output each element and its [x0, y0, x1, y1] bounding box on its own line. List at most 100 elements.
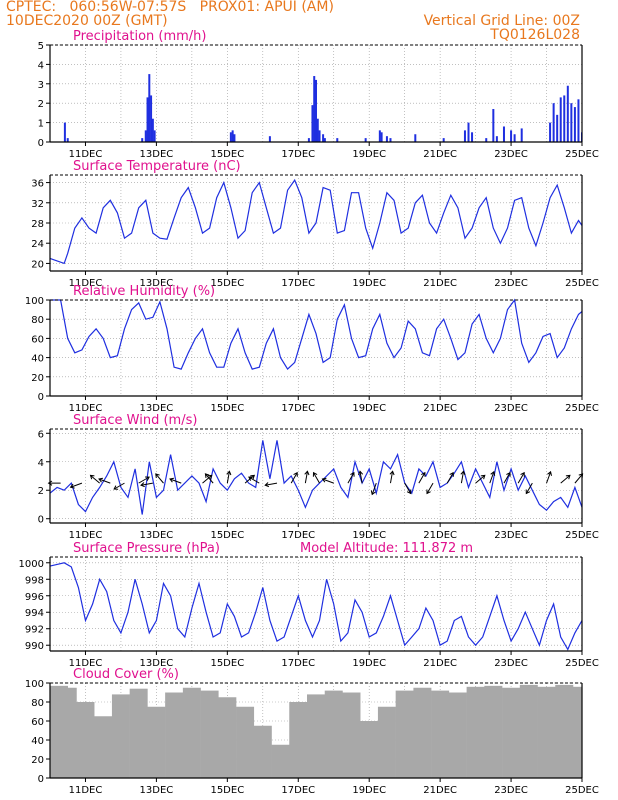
- precip-bar: [389, 138, 392, 142]
- wind-ytick-label: 6: [38, 429, 44, 440]
- pressure-ytick-label: 1000: [19, 559, 44, 570]
- wind-arrow-head: [370, 490, 376, 496]
- temp-xtick-label: 23DEC: [494, 278, 528, 289]
- wind-arrow: [321, 477, 334, 484]
- wind-arrow-shaft: [503, 472, 511, 484]
- wind-arrow: [358, 470, 364, 484]
- cloud-bar: [182, 687, 201, 778]
- wind-arrow-head: [207, 474, 213, 480]
- wind-arrow: [202, 474, 213, 484]
- cloud-bar: [448, 692, 467, 778]
- wind-arrow: [140, 482, 153, 488]
- cloud-bar: [218, 697, 237, 778]
- wind-arrow-head: [204, 473, 210, 478]
- cloud-xtick-label: 15DEC: [210, 785, 244, 796]
- humidity-xtick-label: 17DEC: [281, 403, 315, 414]
- wind-ytick-label: 2: [38, 486, 44, 497]
- precip-bar: [141, 138, 144, 142]
- wind-arrow-head: [520, 471, 525, 477]
- wind-arrow-shaft: [113, 482, 125, 490]
- cloud-ytick-label: 80: [31, 698, 44, 709]
- wind-arrow-shaft: [202, 475, 213, 484]
- wind-arrow: [312, 471, 320, 484]
- wind-xtick-label: 19DEC: [352, 530, 386, 541]
- temp-xtick-label: 13DEC: [140, 278, 174, 289]
- precip-bar: [471, 132, 474, 142]
- humidity-ytick-label: 80: [31, 315, 44, 326]
- temp-ytick-label: 24: [31, 239, 44, 250]
- precip-bar: [549, 122, 552, 142]
- precip-bar: [307, 138, 310, 142]
- precip-bar: [442, 138, 445, 142]
- temp-title: Surface Temperature (nC): [73, 159, 241, 174]
- cloud-bar: [147, 706, 166, 778]
- cloud-bar: [502, 687, 521, 778]
- precip-bar: [153, 130, 156, 142]
- precip-bar: [492, 109, 495, 142]
- temp-xtick-label: 21DEC: [423, 278, 457, 289]
- cloud-bar: [413, 687, 432, 778]
- wind-arrow-shaft: [138, 476, 150, 484]
- pressure-ytick-label: 998: [25, 575, 44, 586]
- wind-arrow-shaft: [460, 471, 464, 484]
- cloud-ytick-label: 20: [31, 755, 44, 766]
- precip-bar: [316, 118, 319, 142]
- wind-arrow-shaft: [248, 476, 260, 484]
- pressure-xtick-label: 25DEC: [565, 658, 599, 669]
- wind-arrow-head: [490, 470, 496, 476]
- precip-bar: [510, 130, 513, 142]
- wind-arrow: [489, 470, 496, 484]
- precip-bar: [268, 136, 271, 142]
- wind-arrow-head: [460, 470, 466, 476]
- wind-arrow: [113, 482, 125, 490]
- wind-arrow-shaft: [169, 478, 182, 484]
- temp-xtick-label: 15DEC: [210, 278, 244, 289]
- precip-bar: [559, 97, 562, 142]
- humidity-ytick-label: 0: [38, 392, 44, 403]
- wind-arrow-head: [140, 482, 145, 488]
- cloud-bar: [377, 706, 396, 778]
- wind-arrow: [347, 471, 355, 484]
- wind-arrow: [264, 482, 278, 488]
- wind-panel: 0 2 4 6 11DEC 13DEC 15DEC 17DEC 19DEC 21DEC 23DEC 2…: [38, 413, 599, 541]
- precip-xtick-label: 15DEC: [210, 149, 244, 160]
- wind-arrow: [389, 470, 395, 484]
- humidity-xtick-label: 25DEC: [565, 403, 599, 414]
- cloud-bar: [129, 688, 148, 778]
- precip-bar: [570, 103, 573, 142]
- humidity-series-line: [50, 298, 583, 371]
- pressure-xtick-label: 17DEC: [281, 658, 315, 669]
- pressure-xtick-label: 23DEC: [494, 658, 528, 669]
- wind-arrow: [248, 476, 260, 484]
- precip-bar: [233, 134, 236, 142]
- humidity-xtick-label: 13DEC: [140, 403, 174, 414]
- precip-bar: [146, 97, 149, 142]
- precip-bar: [495, 136, 498, 142]
- wind-arrow-shaft: [525, 482, 533, 494]
- wind-series-line: [49, 440, 583, 515]
- cloud-bar: [342, 692, 361, 778]
- precip-bar: [467, 122, 470, 142]
- temp-ytick-label: 20: [31, 259, 44, 270]
- precip-bar: [315, 79, 317, 142]
- header-date: 10DEC2020 00Z (GMT): [6, 13, 168, 29]
- precip-bar: [148, 74, 151, 142]
- precip-title: Precipitation (mm/h): [73, 29, 206, 44]
- precip-bar: [573, 107, 576, 142]
- wind-arrow-shaft: [347, 472, 355, 484]
- humidity-xtick-label: 19DEC: [352, 403, 386, 414]
- wind-arrow: [290, 471, 298, 484]
- precip-bar: [385, 136, 388, 142]
- wind-arrow-shaft: [155, 473, 164, 484]
- humidity-xtick-label: 23DEC: [494, 403, 528, 414]
- wind-arrow-shaft: [546, 471, 552, 484]
- precip-bar: [231, 130, 234, 142]
- pressure-panel: 990 992 994 996 998 1000 11DEC 13DEC 15DEC 17DEC 1…: [19, 541, 599, 669]
- wind-xtick-label: 15DEC: [210, 530, 244, 541]
- wind-arrow: [226, 470, 232, 484]
- wind-arrow: [47, 480, 61, 486]
- wind-arrow-head: [304, 470, 310, 476]
- wind-arrow-head: [113, 485, 119, 490]
- header-model-code: TQ0126L028: [490, 27, 580, 43]
- precip-bar: [151, 118, 154, 142]
